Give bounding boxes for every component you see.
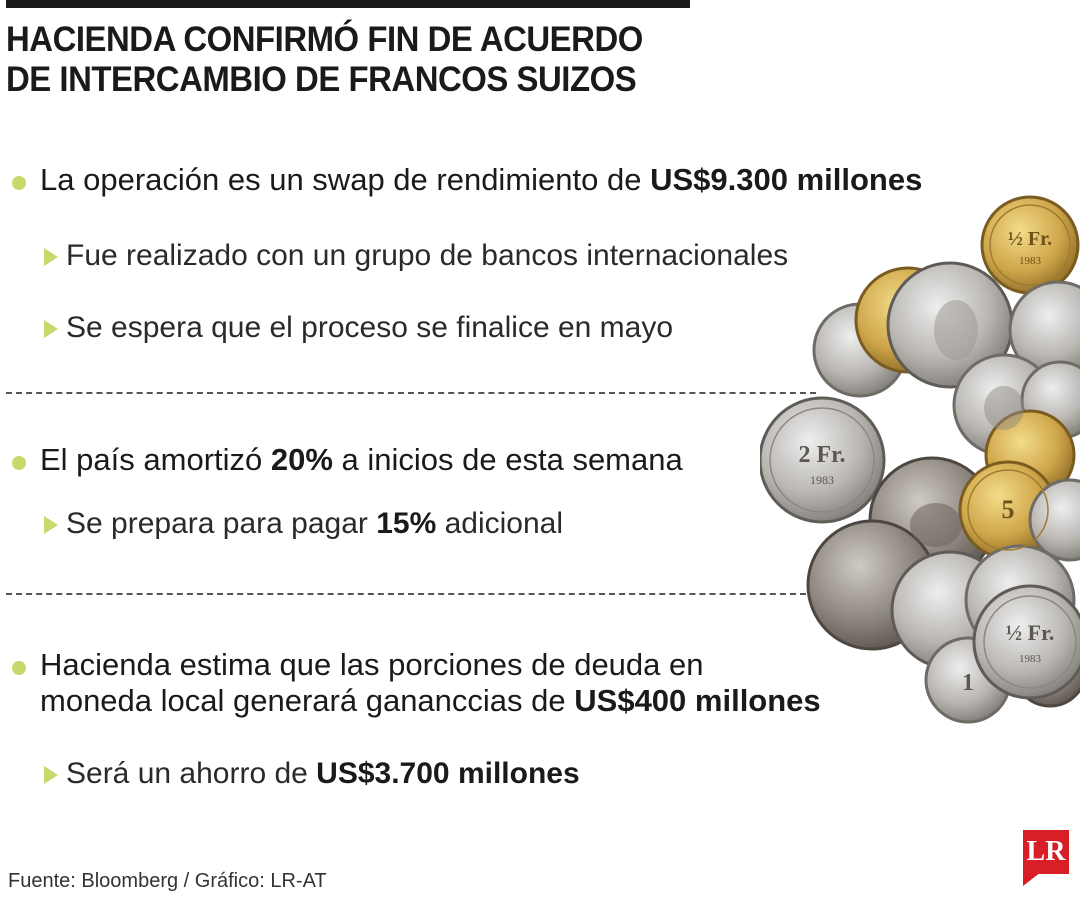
lr-logo-tail	[1023, 872, 1041, 886]
bullet-text-post: a inicios de esta semana	[332, 442, 683, 477]
sub-item-highlight: 15%	[376, 507, 437, 540]
coin-year: 1983	[810, 473, 834, 487]
coin-year: 1983	[1019, 653, 1042, 665]
coin-label: ½ Fr.	[1008, 228, 1052, 250]
title-line-2: DE INTERCAMBIO DE FRANCOS SUIZOS	[6, 60, 637, 99]
triangle-bullet-icon	[44, 248, 58, 266]
bullet-dot-icon	[12, 661, 26, 675]
section-divider	[6, 593, 806, 595]
section-divider	[6, 392, 816, 394]
bullet-highlight: US$9.300 millones	[650, 162, 923, 197]
sub-item-highlight: US$3.700 millones	[316, 757, 580, 790]
source-credit: Fuente: Bloomberg / Gráfico: LR-AT	[8, 870, 327, 892]
bullet-text: La operación es un swap de rendimiento d…	[40, 162, 651, 197]
coin-stack	[760, 195, 1080, 724]
sub-item-text: Se prepara para pagar	[66, 507, 377, 540]
coin-year: 1983	[1019, 255, 1042, 267]
sub-item-text: Se espera que el proceso se finalice en …	[66, 311, 674, 344]
coin-label: ½ Fr.	[1006, 620, 1055, 645]
triangle-bullet-icon	[44, 516, 58, 534]
triangle-bullet-icon	[44, 766, 58, 784]
bullet-highlight: US$400 millones	[574, 683, 821, 718]
bullet-text-line-2: moneda local generará gananccias de	[40, 683, 575, 718]
title-line-1: HACIENDA CONFIRMÓ FIN DE ACUERDO	[6, 20, 643, 59]
coin-label: 1	[962, 670, 974, 696]
triangle-bullet-icon	[44, 320, 58, 338]
bullet-text: El país amortizó	[40, 442, 271, 477]
sub-item-text-post: adicional	[436, 507, 564, 540]
page-title: HACIENDA CONFIRMÓ FIN DE ACUERDO DE INTE…	[6, 20, 683, 100]
swiss-coins-illustration: ½ Fr. 1983 2 Fr. 1983 5 ½ Fr. 1983 1	[760, 195, 1080, 724]
bullet-dot-icon	[12, 456, 26, 470]
top-rule	[6, 0, 690, 8]
bullet-text-line-1: Hacienda estima que las porciones de deu…	[40, 647, 704, 682]
bullet-dot-icon	[12, 176, 26, 190]
lr-logo: LR	[1023, 830, 1069, 874]
bullet-highlight: 20%	[270, 442, 333, 477]
sub-item-text: Fue realizado con un grupo de bancos int…	[66, 239, 789, 272]
coin-label: 5	[1002, 495, 1015, 524]
sub-item-text: Será un ahorro de	[66, 757, 317, 790]
coin-label: 2 Fr.	[798, 442, 845, 468]
